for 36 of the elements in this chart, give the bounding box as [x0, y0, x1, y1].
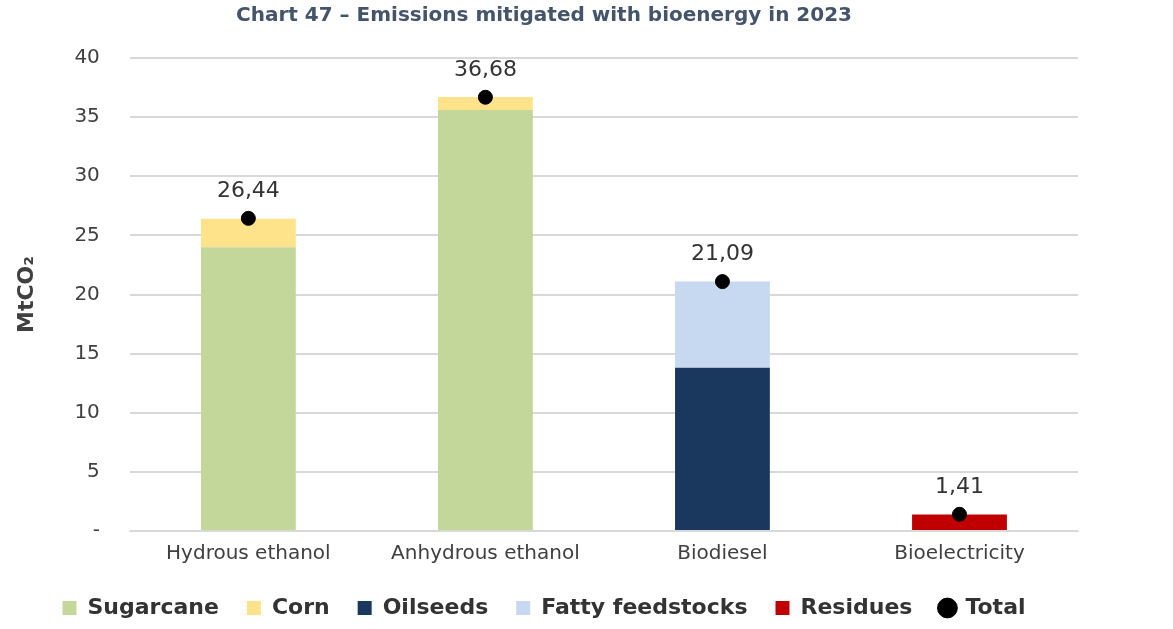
legend-label: Corn	[271, 593, 330, 619]
point	[240, 210, 256, 226]
bar	[200, 218, 296, 248]
y-tick-label: 10	[74, 398, 100, 423]
y-tick-label: 15	[74, 339, 100, 364]
data-label: 26,44	[216, 177, 280, 203]
bar	[438, 97, 533, 111]
bar	[438, 110, 533, 530]
bar	[675, 281, 770, 368]
y-tick-label: -	[92, 517, 100, 542]
bar	[200, 247, 296, 530]
point	[477, 89, 493, 105]
y-tick-label: 40	[74, 44, 100, 69]
y-tick-label: 20	[74, 280, 100, 305]
chart-title: Chart 47 – Emissions mitigated with bioenergy in 2023	[235, 2, 853, 27]
data-label: 1,41	[934, 473, 984, 499]
data-label: 21,09	[690, 240, 754, 266]
y-axis-title: MtCO₂	[12, 256, 38, 333]
y-tick-label: 5	[87, 458, 100, 483]
legend-label: Residues	[800, 593, 913, 619]
y-tick-label: 25	[74, 221, 100, 246]
y-tick-label: 30	[74, 162, 100, 187]
bar	[675, 367, 770, 530]
point	[714, 274, 730, 290]
y-tick-label: 35	[74, 103, 100, 128]
legend-label: Sugarcane	[87, 593, 219, 619]
legend-label: Total	[965, 593, 1026, 619]
data-label: 36,68	[453, 55, 517, 81]
x-tick-label: Hydrous ethanol	[166, 540, 331, 565]
point	[951, 506, 967, 522]
legend-label: Oilseeds	[382, 593, 489, 619]
x-tick-label: Bioelectricity	[894, 540, 1025, 565]
x-tick-label: Biodiesel	[677, 540, 768, 565]
x-tick-label: Anhydrous ethanol	[391, 540, 580, 565]
bar	[912, 514, 1007, 530]
legend-label: Fatty feedstocks	[541, 593, 748, 619]
